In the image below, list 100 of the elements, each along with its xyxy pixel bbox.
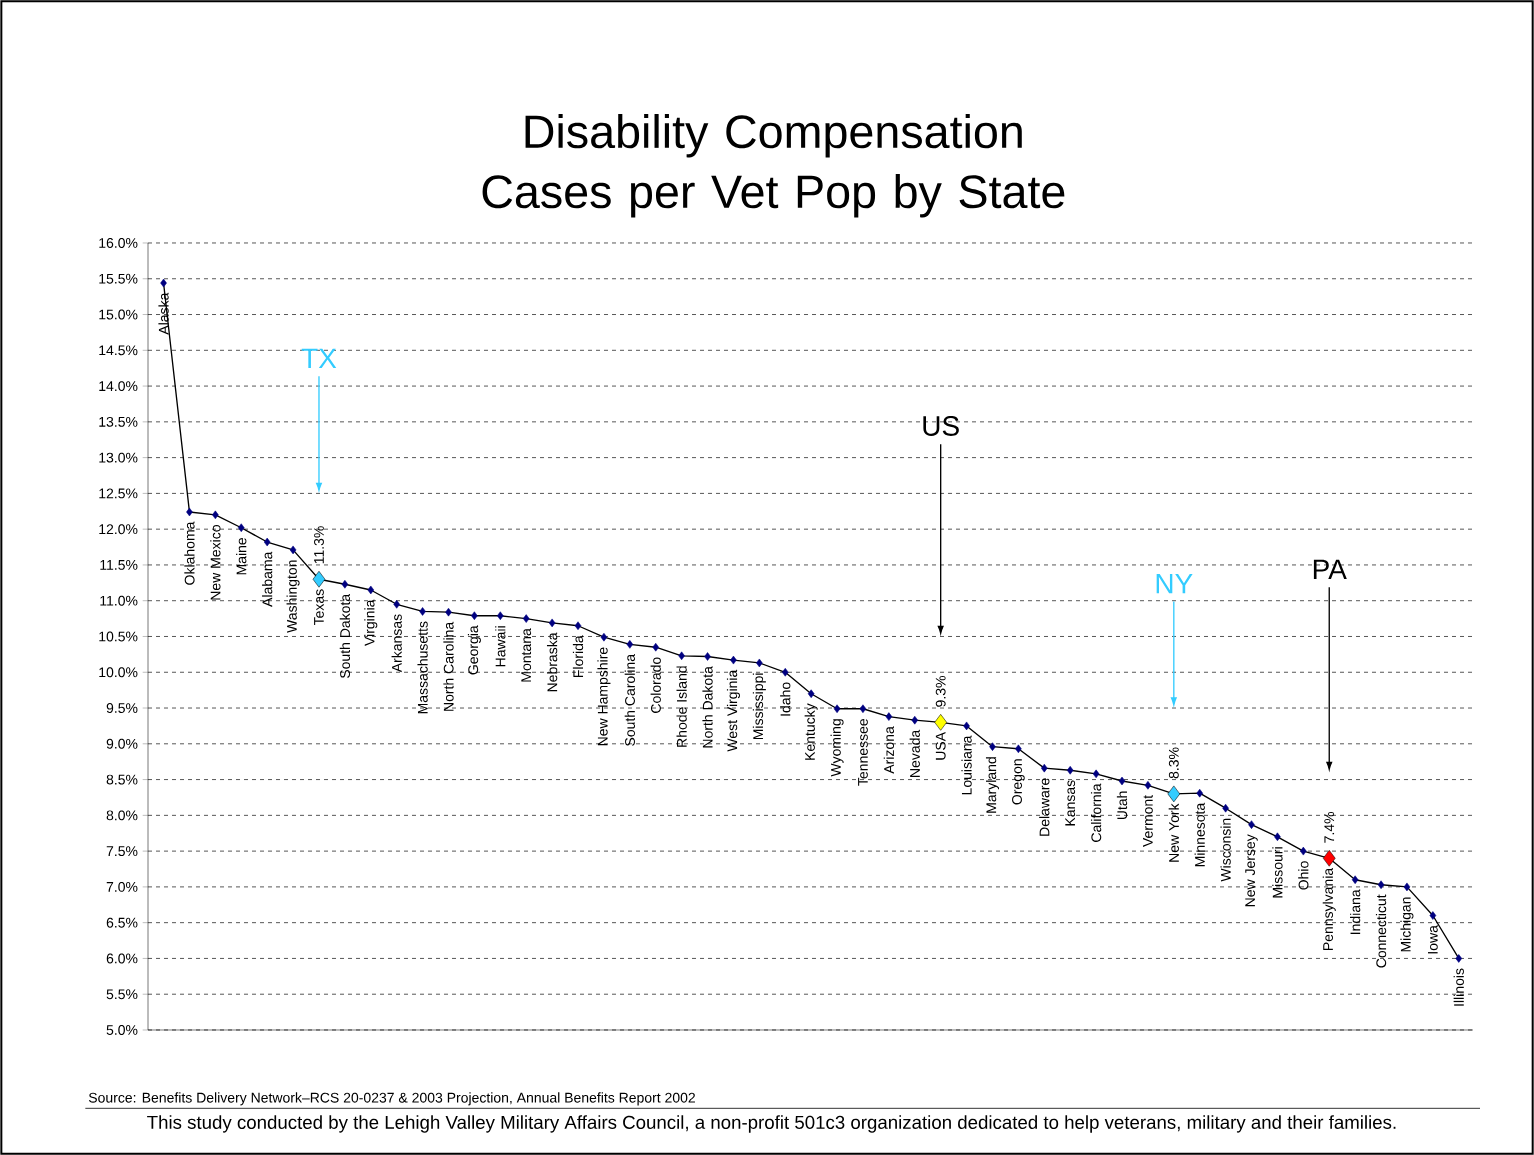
x-tick-label: Maine — [236, 537, 247, 575]
point — [1351, 875, 1359, 885]
point — [704, 652, 711, 661]
point — [807, 689, 815, 698]
x-tick-label: Arizona — [883, 726, 895, 774]
point — [1092, 769, 1100, 779]
x-tick-label: Minnesota — [1194, 802, 1205, 867]
point — [237, 523, 245, 532]
point — [963, 721, 970, 731]
point — [1041, 763, 1048, 773]
y-tick-label: 7.5% — [106, 846, 138, 857]
x-tick-label: Texas — [314, 589, 324, 626]
point — [859, 704, 867, 714]
x-tick-label: Florida — [572, 635, 584, 677]
x-tick-label: Nevada — [909, 729, 920, 777]
point — [1144, 781, 1152, 790]
point — [522, 614, 530, 623]
annotation: NY — [1156, 574, 1193, 594]
x-tick-label: Oregon — [1012, 759, 1025, 805]
x-tick-label: Kentucky — [804, 703, 818, 760]
point — [263, 537, 271, 547]
point — [1377, 880, 1385, 890]
x-tick-label: Pennsylvania — [1322, 867, 1336, 950]
x-tick-label: Delaware — [1039, 778, 1050, 836]
x-tick-label: Connecticut — [1375, 894, 1387, 968]
x-tick-label: Massachusetts — [417, 621, 428, 714]
y-tick-label: 13.5% — [99, 416, 138, 427]
y-tick-label: 12.0% — [99, 524, 138, 535]
y-tick-label: 6.5% — [106, 917, 138, 928]
point — [1066, 766, 1074, 775]
text: This study conducted by the Lehigh Valley Military Affairs Council, a non-profit 501c3 organization dedicated to help veterans, military and their families. — [147, 1115, 1396, 1133]
x-tick-label: Michigan — [1400, 897, 1414, 952]
x-tick-label: Kansas — [1065, 780, 1076, 826]
x-tick-label: Nebraska — [546, 632, 558, 692]
x-tick-label: Missouri — [1272, 847, 1283, 898]
source-note: Source: Benefits Delivery Network–RCS 20-0237 & 2003 Projection, Annual Benefits Report 2002 — [88, 1092, 695, 1106]
x-tick-label: New Mexico — [210, 525, 221, 600]
point — [1429, 911, 1437, 920]
x-tick-label: North Dakota — [702, 666, 713, 748]
y-tick-label: 16.0% — [99, 238, 138, 248]
annotation: US — [923, 416, 959, 436]
y-tick-label: 6.0% — [106, 953, 138, 964]
point — [885, 712, 893, 721]
y-tick-label: 9.5% — [106, 703, 138, 713]
y-tick-label: 11.0% — [100, 595, 138, 606]
x-tick-label: Montana — [521, 628, 532, 682]
data-label: 11.3% — [314, 526, 324, 564]
y-tick-label: 11.5% — [100, 560, 138, 570]
annotation: PA — [1313, 559, 1347, 579]
x-tick-label: Rhode Island — [676, 666, 687, 747]
x-tick-label: Idaho — [780, 682, 791, 716]
point — [833, 704, 841, 714]
x-tick-label: Maryland — [985, 757, 1000, 813]
y-tick-label: 8.5% — [106, 774, 138, 785]
point — [1300, 846, 1307, 856]
x-tick-label: North Carolina — [443, 621, 454, 711]
y-tick-label: 12.5% — [99, 488, 138, 499]
y-tick-label: 5.0% — [106, 1025, 138, 1035]
x-tick-label: Hawaii — [495, 626, 506, 667]
y-tick-label: 10.5% — [99, 631, 138, 642]
point — [989, 742, 996, 751]
x-tick-label: Wyoming — [830, 719, 844, 777]
point — [1196, 788, 1203, 798]
point — [419, 607, 426, 616]
x-tick-label: Utah — [1116, 791, 1128, 820]
point — [626, 640, 634, 649]
point — [730, 655, 737, 665]
point — [600, 632, 608, 642]
point — [212, 510, 219, 520]
x-tick-label: USA — [935, 731, 946, 760]
point — [471, 611, 478, 621]
x-tick-label: Alaska — [158, 292, 169, 335]
x-tick-label: South Carolina — [624, 653, 635, 746]
x-tick-label: New Hampshire — [597, 647, 611, 746]
x-tick-label: New Jersey — [1245, 834, 1258, 907]
point — [911, 715, 919, 725]
y-tick-label: 7.0% — [106, 881, 138, 892]
x-tick-label: Washington — [286, 560, 300, 633]
point — [678, 651, 685, 661]
x-tick-label: West Virginia — [726, 669, 740, 752]
y-tick-label: 8.0% — [106, 810, 138, 821]
y-tick-label: 14.5% — [99, 345, 138, 356]
y-tick-label: 14.0% — [99, 381, 138, 392]
x-tick-label: Colorado — [650, 657, 661, 713]
point — [393, 600, 400, 609]
y-tick-label: 15.5% — [99, 273, 138, 284]
chart-title: Disability Compensation Cases per Vet Pop by State — [482, 114, 1065, 218]
data-label: 7.4% — [1324, 811, 1335, 843]
y-tick-label: 10.0% — [99, 667, 138, 678]
x-tick-label: Illinois — [1453, 968, 1464, 1006]
x-tick-label: Tennessee — [858, 718, 868, 786]
point — [1274, 832, 1281, 842]
x-tick-label: Virginia — [364, 599, 378, 646]
point — [781, 667, 789, 677]
point — [289, 545, 297, 555]
point — [341, 579, 349, 589]
y-tick-label: 5.5% — [106, 989, 138, 1000]
point — [497, 611, 504, 621]
x-tick-label: Mississippi — [752, 673, 766, 740]
data-label: 8.3% — [1168, 747, 1179, 779]
